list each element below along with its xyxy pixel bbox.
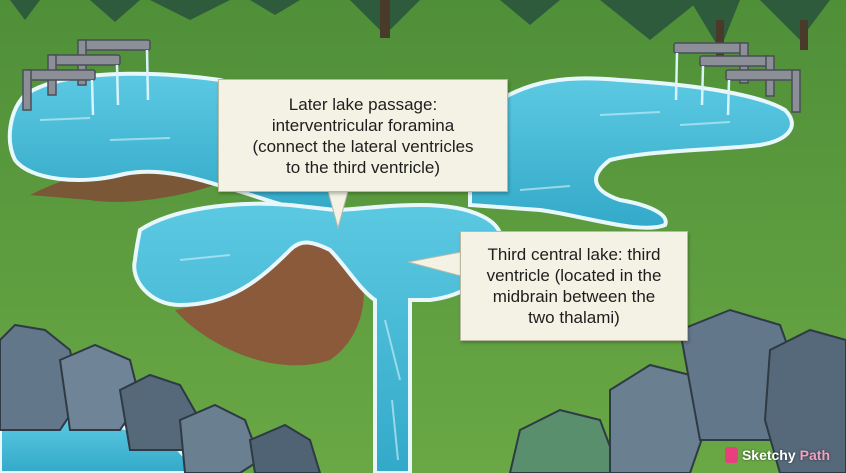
callout-2-text: Third central lake: third ventricle (loc… bbox=[486, 245, 662, 327]
tree-line bbox=[10, 0, 830, 60]
callout-interventricular-foramina: Later lake passage: interventricular for… bbox=[218, 79, 508, 192]
pipes-right-water bbox=[674, 52, 731, 116]
callout-1-text: Later lake passage: interventricular for… bbox=[252, 94, 474, 177]
pipes-left bbox=[22, 39, 151, 111]
logo-mark-icon bbox=[724, 447, 738, 463]
sketchypath-logo: Sketchy Path bbox=[724, 447, 830, 463]
logo-text-part1: Sketchy bbox=[741, 447, 796, 463]
logo-text-part2: Path bbox=[799, 447, 830, 463]
pipes-left-water bbox=[90, 49, 150, 116]
rocks-left bbox=[0, 323, 322, 473]
water-ripples bbox=[39, 111, 731, 461]
pipes-right bbox=[673, 42, 801, 113]
callout-third-ventricle: Third central lake: third ventricle (loc… bbox=[460, 231, 688, 341]
rocks-right bbox=[508, 308, 846, 473]
dirt-patch-center bbox=[175, 235, 364, 366]
